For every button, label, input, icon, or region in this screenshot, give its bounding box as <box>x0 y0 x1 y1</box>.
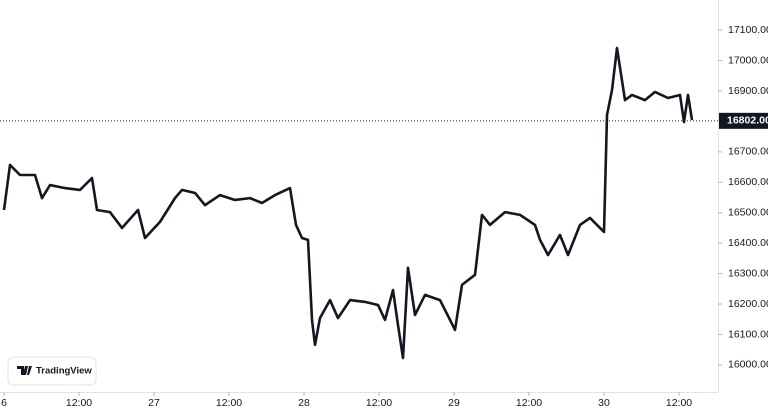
y-tick-label: 16100.00 <box>728 328 768 340</box>
last-price-label: 16802.00 <box>727 115 768 127</box>
y-tick-label: 16400.00 <box>728 237 768 249</box>
y-tick-label: 16900.00 <box>728 85 768 97</box>
x-tick-label: 12:00 <box>66 397 92 409</box>
x-tick-label: 12:00 <box>216 397 242 409</box>
y-tick-label: 17000.00 <box>728 54 768 66</box>
watermark-text: TradingView <box>36 366 92 377</box>
y-tick-label: 16500.00 <box>728 207 768 219</box>
watermark-box <box>7 356 97 386</box>
watermark-logo <box>17 366 32 375</box>
last-price-box <box>719 112 768 129</box>
x-tick-label: 12:00 <box>516 397 542 409</box>
y-tick-label: 16300.00 <box>728 267 768 279</box>
y-tick-label: 17100.00 <box>728 24 768 36</box>
y-tick-label: 16700.00 <box>728 146 768 158</box>
x-tick-label: 12:00 <box>366 397 392 409</box>
x-tick-label: 30 <box>598 397 610 409</box>
y-tick-label: 16600.00 <box>728 176 768 188</box>
x-tick-label: 29 <box>448 397 460 409</box>
x-tick-label: 6 <box>1 397 7 409</box>
y-tick-label: 16000.00 <box>728 359 768 371</box>
y-tick-label: 16200.00 <box>728 298 768 310</box>
x-tick-label: 28 <box>298 397 310 409</box>
x-tick-label: 12:00 <box>666 397 692 409</box>
watermark-badge: TradingView <box>7 356 97 386</box>
price-line <box>2 46 694 360</box>
x-tick-label: 27 <box>148 397 160 409</box>
